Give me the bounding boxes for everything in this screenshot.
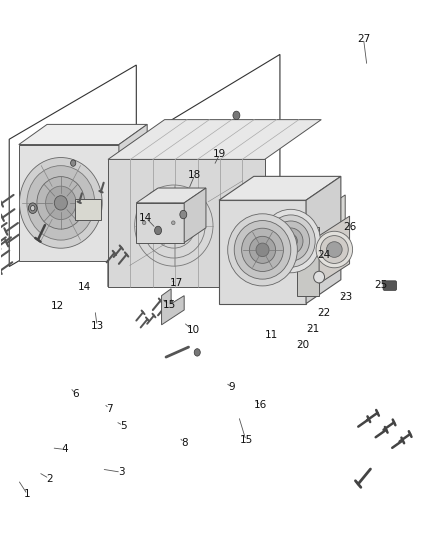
- Ellipse shape: [46, 186, 76, 220]
- Ellipse shape: [28, 203, 37, 214]
- Polygon shape: [136, 188, 206, 203]
- Text: 11: 11: [265, 330, 278, 341]
- Text: 16: 16: [254, 400, 268, 410]
- Text: 10: 10: [186, 325, 199, 335]
- Text: 8: 8: [181, 438, 187, 448]
- Ellipse shape: [20, 158, 102, 248]
- Text: 1: 1: [24, 489, 31, 499]
- Ellipse shape: [284, 234, 297, 248]
- Ellipse shape: [71, 160, 76, 166]
- Ellipse shape: [242, 228, 283, 271]
- Text: 23: 23: [339, 292, 353, 302]
- Text: 9: 9: [229, 382, 235, 392]
- Ellipse shape: [321, 236, 348, 263]
- Ellipse shape: [261, 209, 321, 273]
- Text: 26: 26: [343, 222, 356, 232]
- Text: 22: 22: [318, 308, 331, 318]
- Text: 25: 25: [374, 280, 388, 290]
- Polygon shape: [119, 124, 147, 261]
- Text: 27: 27: [357, 34, 370, 44]
- Polygon shape: [297, 227, 319, 296]
- Ellipse shape: [180, 211, 187, 219]
- Ellipse shape: [194, 349, 200, 356]
- Ellipse shape: [142, 221, 146, 224]
- Ellipse shape: [314, 271, 325, 283]
- Polygon shape: [297, 195, 345, 296]
- Ellipse shape: [234, 221, 291, 279]
- FancyBboxPatch shape: [383, 281, 396, 290]
- Polygon shape: [162, 289, 184, 325]
- Ellipse shape: [37, 176, 85, 229]
- Ellipse shape: [31, 206, 35, 211]
- Ellipse shape: [279, 228, 303, 254]
- Ellipse shape: [250, 236, 276, 263]
- FancyBboxPatch shape: [75, 199, 101, 220]
- Text: 13: 13: [91, 321, 104, 331]
- Polygon shape: [136, 203, 184, 243]
- Polygon shape: [306, 176, 341, 304]
- Polygon shape: [219, 200, 306, 304]
- Polygon shape: [19, 144, 119, 261]
- Text: 17: 17: [170, 278, 183, 288]
- Ellipse shape: [256, 243, 269, 256]
- Polygon shape: [19, 124, 147, 144]
- Ellipse shape: [155, 226, 162, 235]
- Ellipse shape: [326, 241, 342, 257]
- Text: 21: 21: [306, 324, 319, 334]
- Text: 7: 7: [106, 403, 113, 414]
- Ellipse shape: [316, 231, 353, 268]
- Text: 15: 15: [239, 435, 253, 446]
- Polygon shape: [108, 119, 321, 159]
- Ellipse shape: [266, 215, 315, 267]
- Text: 5: 5: [120, 421, 127, 431]
- Polygon shape: [319, 216, 350, 284]
- Ellipse shape: [172, 221, 175, 224]
- Text: 12: 12: [50, 301, 64, 311]
- Ellipse shape: [27, 166, 95, 240]
- Text: 18: 18: [188, 171, 201, 180]
- Ellipse shape: [54, 196, 67, 210]
- Ellipse shape: [272, 221, 310, 261]
- Polygon shape: [108, 247, 321, 287]
- Polygon shape: [184, 188, 206, 243]
- Text: 3: 3: [118, 467, 124, 477]
- Ellipse shape: [228, 214, 297, 286]
- Text: 2: 2: [46, 474, 53, 483]
- Ellipse shape: [233, 111, 240, 119]
- Text: 15: 15: [162, 300, 176, 310]
- Text: 14: 14: [139, 213, 152, 223]
- Polygon shape: [108, 159, 265, 287]
- Text: 6: 6: [72, 389, 79, 399]
- Text: 19: 19: [213, 149, 226, 159]
- Text: 20: 20: [296, 340, 309, 350]
- Polygon shape: [219, 176, 341, 200]
- Text: 24: 24: [318, 250, 331, 260]
- Text: 4: 4: [61, 445, 68, 455]
- Text: 14: 14: [78, 281, 91, 292]
